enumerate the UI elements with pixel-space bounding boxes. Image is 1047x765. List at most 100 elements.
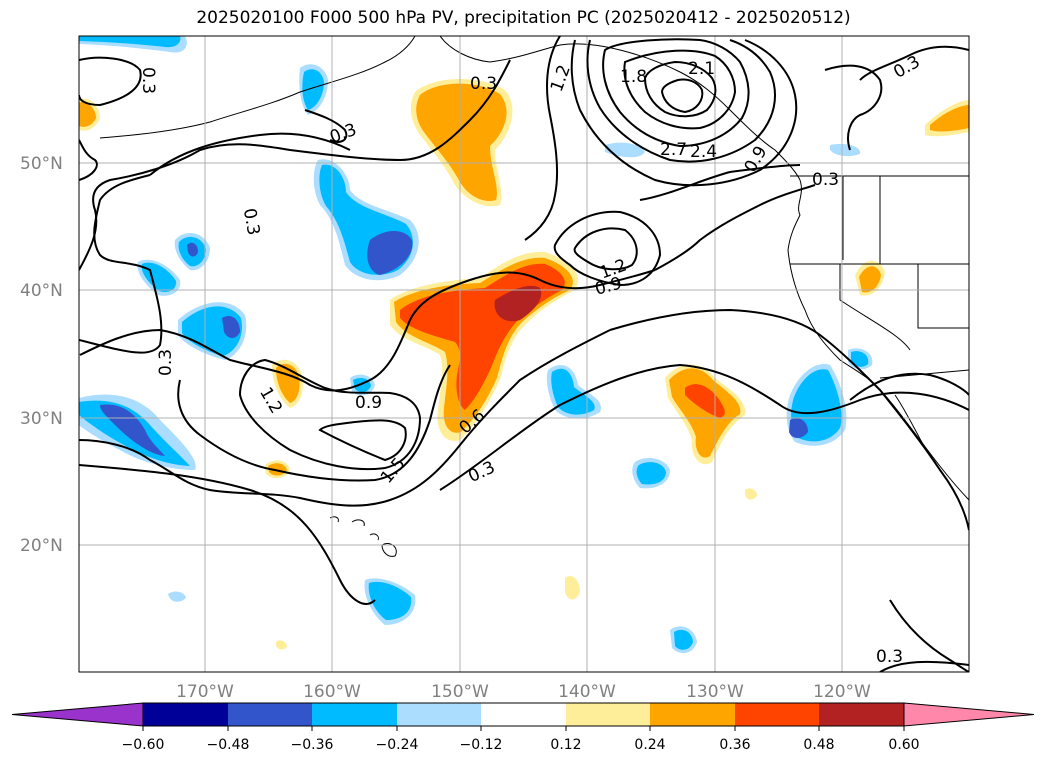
colorbar-ticks: −0.60 −0.48 −0.36 −0.24 −0.12 0.12 0.24 … [122, 737, 920, 753]
contour-label: 2.4 [690, 142, 717, 162]
map-title: 2025020100 F000 500 hPa PV, precipitatio… [196, 8, 851, 28]
precip-negative-region [79, 36, 181, 48]
precip-negative-region [368, 581, 412, 620]
colorbar-tick-label: 0.12 [550, 737, 581, 753]
lat-tick-label: 20°N [20, 536, 63, 556]
colorbar-tick-label: 0.60 [888, 737, 919, 753]
contour-label: 1.8 [620, 67, 647, 87]
colorbar-tick-label: −0.36 [291, 737, 334, 753]
colorbar-extend-max [903, 702, 1035, 727]
lon-tick-label: 150°W [431, 682, 489, 702]
precip-positive-region [930, 105, 969, 132]
lon-tick-label: 170°W [176, 682, 234, 702]
contour-label: 0.9 [355, 393, 382, 413]
pv-contour-0.3 [849, 372, 969, 401]
colorbar-tick-label: −0.60 [122, 737, 165, 753]
lat-axis: 20°N 30°N 40°N 50°N [20, 154, 63, 556]
pv-contour-1.5 [318, 419, 407, 462]
precip-negative-region [302, 69, 324, 110]
lon-tick-label: 130°W [686, 682, 744, 702]
lat-tick-label: 40°N [20, 281, 63, 301]
contour-label: 2.7 [660, 140, 687, 160]
lon-axis: 170°W 160°W 150°W 140°W 130°W 120°W [176, 682, 871, 702]
pv-contour-0.3 [79, 139, 98, 181]
pv-contour-0.6 [639, 164, 801, 201]
hawaii-island [381, 542, 397, 557]
contour-label: 0.3 [156, 349, 176, 376]
precip-negative-region [187, 242, 198, 257]
canada-coastline [787, 179, 802, 251]
colorbar [11, 702, 1035, 731]
pv-contour-1.5 [586, 39, 776, 163]
contour-label: 2.1 [688, 59, 715, 79]
gridlines [79, 36, 969, 672]
pv-contour-0.3 [79, 464, 376, 605]
contour-label: 0.3 [239, 207, 263, 237]
precip-negative-region [830, 144, 861, 157]
precip-negative-region [789, 418, 808, 438]
colorbar-tick-label: 0.36 [719, 737, 750, 753]
pv-contour-0.9 [553, 210, 662, 287]
pv-contour-0.6 [524, 36, 561, 241]
pv-contour-1.2 [570, 39, 798, 187]
pv-contour-0.3 [304, 109, 348, 143]
colorbar-tick-label: −0.12 [460, 737, 503, 753]
precip-negative-region [367, 231, 413, 275]
pv-contour-2.7 [660, 78, 704, 114]
contour-label: 0.3 [876, 647, 903, 667]
colorbar-extend-min [11, 702, 144, 727]
hawaii-island [369, 533, 379, 541]
lon-tick-label: 120°W [813, 682, 871, 702]
lat-tick-label: 30°N [20, 409, 63, 429]
pv-contour-2.1 [623, 49, 737, 130]
colorbar-tick-label: 0.24 [634, 737, 665, 753]
colorbar-bin [481, 703, 566, 726]
hawaii-island [351, 519, 365, 527]
colorbar-tick-label: −0.24 [376, 737, 419, 753]
colorbar-bin [312, 703, 397, 726]
pv-contour-0.9 [654, 184, 816, 271]
precip-positive-region [494, 285, 542, 322]
colorbar-bin [650, 703, 735, 726]
contour-label: 0.3 [138, 67, 158, 94]
lat-tick-label: 50°N [20, 154, 63, 174]
pv-contour-0.9 [177, 364, 451, 482]
precip-negative-region [222, 315, 240, 338]
precip-positive-region [859, 266, 881, 293]
pv-contour-0.6 [824, 64, 883, 151]
map-area: 0.3 0.3 0.3 1.2 1.8 2.1 2.7 2.4 0.9 0.3 … [79, 36, 969, 672]
hawaii-island [329, 516, 339, 523]
precip-negative-region [636, 462, 666, 485]
colorbar-tick-label: −0.48 [207, 737, 250, 753]
precip-positive-region [79, 102, 96, 127]
precip-positive-region [276, 640, 287, 650]
pv-contours [79, 36, 969, 672]
precip-negative-region [851, 351, 869, 367]
precip-shading [79, 36, 969, 654]
map-frame [78, 35, 970, 673]
colorbar-tick-label: 0.48 [803, 737, 834, 753]
pv-contour-0.3 [79, 56, 142, 107]
colorbar-bin [397, 703, 481, 726]
precip-negative-region [605, 142, 645, 158]
precip-positive-region [565, 575, 580, 600]
pv-contour-0.9 [79, 269, 656, 392]
precip-negative-region [168, 591, 186, 602]
precip-positive-region [745, 488, 757, 500]
colorbar-frame [142, 702, 905, 727]
pv-contour-1.8 [602, 38, 750, 148]
pv-contour-0.3 [879, 660, 969, 672]
precip-negative-region [100, 404, 165, 456]
pv-contour-1.2 [889, 599, 969, 672]
contour-label: 0.3 [470, 74, 497, 94]
alaska-coastline [439, 36, 801, 181]
pv-contour-0.3 [439, 363, 969, 491]
pv-contour-1.2 [238, 358, 422, 471]
lon-tick-label: 160°W [303, 682, 361, 702]
pv-contour-0.3 [149, 132, 351, 176]
colorbar-bin [566, 703, 650, 726]
pv-contour-0.6 [609, 308, 969, 531]
precip-negative-region [674, 629, 693, 650]
colorbar-bin [819, 703, 904, 726]
